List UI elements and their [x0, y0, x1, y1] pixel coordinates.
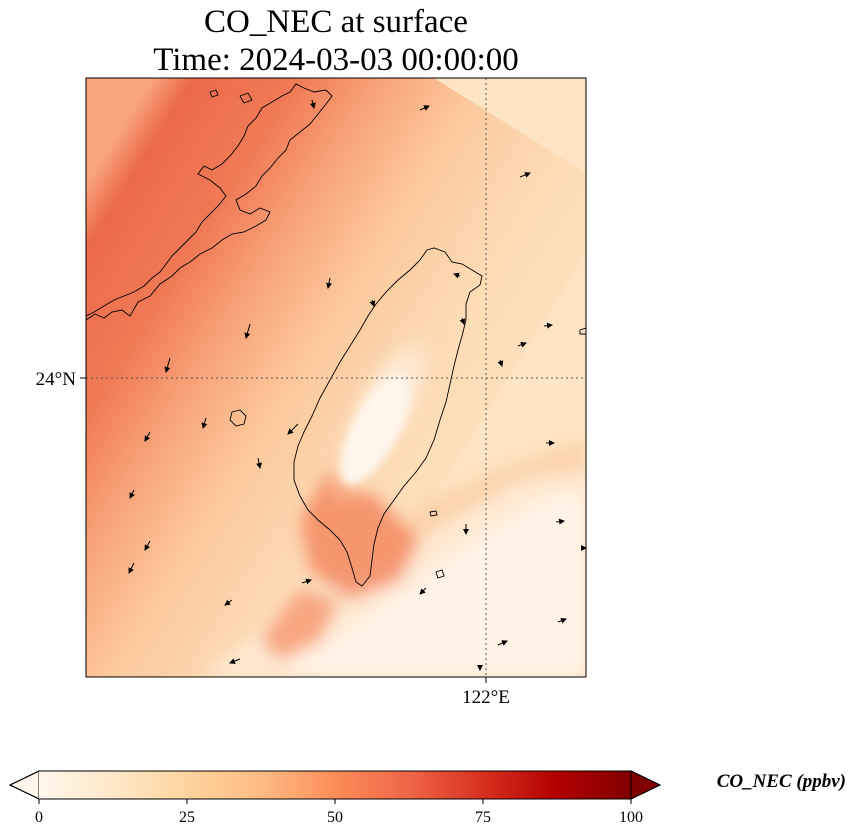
colorbar-ticklabel: 0 [35, 809, 43, 826]
map-title-line1: CO_NEC at surface [204, 4, 468, 40]
colorbar-gradient [39, 771, 631, 799]
island-small-b [579, 327, 586, 335]
wind-arrow [144, 540, 151, 551]
wind-arrow [519, 172, 531, 178]
wind-arrow [557, 617, 567, 624]
map-title-line2: Time: 2024-03-03 00:00:00 [153, 42, 519, 78]
lat-label: 24°N [36, 369, 77, 390]
colorbar-ticklabel: 50 [327, 809, 343, 826]
wind-arrow [287, 423, 299, 435]
wind-arrow [459, 317, 466, 325]
island-orchid [429, 510, 438, 517]
wind-arrow [419, 587, 427, 595]
wind-arrow [244, 323, 251, 339]
wind-arrow [369, 299, 376, 307]
taiwan-coastline [293, 247, 483, 587]
wind-arrow [517, 341, 527, 348]
wind-arrow [128, 562, 135, 574]
wind-arrow [497, 640, 508, 646]
wind-arrow [555, 518, 565, 525]
island-small-a [209, 89, 219, 98]
colorbar-ticklabel: 100 [619, 809, 643, 826]
colorbar-extend-low [8, 770, 40, 800]
coastlines [86, 83, 586, 587]
wind-arrow [326, 277, 332, 289]
wind-arrow [224, 599, 233, 606]
wind-arrow [144, 431, 151, 442]
colorbar-ticklabel: 25 [179, 809, 195, 826]
wind-arrow [256, 457, 262, 469]
island-green [435, 569, 445, 579]
wind-vectors [128, 99, 587, 671]
colorbar-label: CO_NEC (ppbv) [717, 771, 846, 792]
colorbar: 0 25 50 75 100 CO_NEC (ppbv) [8, 770, 846, 826]
colorbar-extend-high [630, 770, 662, 800]
island-small-c [239, 92, 253, 104]
wind-arrow [164, 357, 171, 373]
lon-label: 122°E [462, 687, 510, 708]
wind-arrow [543, 322, 553, 329]
wind-arrow [419, 105, 430, 111]
wind-arrow [497, 359, 504, 367]
wind-arrow [453, 272, 461, 279]
wind-arrow [309, 99, 316, 109]
wind-arrow [301, 578, 312, 585]
colorbar-ticklabel: 75 [475, 809, 491, 826]
island-penghu [229, 409, 247, 427]
wind-arrow [229, 658, 241, 664]
china-coastline [86, 83, 333, 321]
wind-arrow [201, 417, 208, 429]
gridlines [86, 78, 586, 677]
wind-arrow [129, 489, 135, 499]
